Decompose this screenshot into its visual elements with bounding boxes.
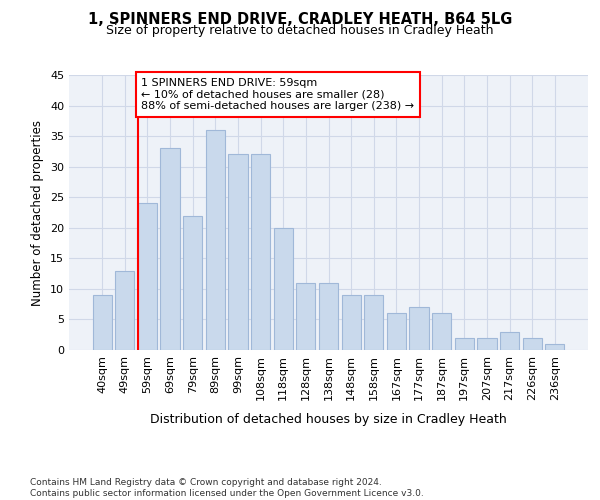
Bar bbox=[477, 338, 497, 350]
Bar bbox=[545, 344, 565, 350]
Bar bbox=[92, 295, 112, 350]
Bar bbox=[274, 228, 293, 350]
Text: 1, SPINNERS END DRIVE, CRADLEY HEATH, B64 5LG: 1, SPINNERS END DRIVE, CRADLEY HEATH, B6… bbox=[88, 12, 512, 28]
Text: Contains HM Land Registry data © Crown copyright and database right 2024.
Contai: Contains HM Land Registry data © Crown c… bbox=[30, 478, 424, 498]
Bar bbox=[251, 154, 270, 350]
Bar bbox=[296, 283, 316, 350]
Bar bbox=[341, 295, 361, 350]
Bar bbox=[319, 283, 338, 350]
Bar bbox=[432, 314, 451, 350]
Bar bbox=[523, 338, 542, 350]
Y-axis label: Number of detached properties: Number of detached properties bbox=[31, 120, 44, 306]
Bar bbox=[364, 295, 383, 350]
Bar bbox=[160, 148, 180, 350]
Text: Distribution of detached houses by size in Cradley Heath: Distribution of detached houses by size … bbox=[151, 412, 507, 426]
Bar bbox=[387, 314, 406, 350]
Bar bbox=[409, 307, 428, 350]
Bar bbox=[183, 216, 202, 350]
Text: Size of property relative to detached houses in Cradley Heath: Size of property relative to detached ho… bbox=[106, 24, 494, 37]
Bar bbox=[229, 154, 248, 350]
Bar bbox=[206, 130, 225, 350]
Text: 1 SPINNERS END DRIVE: 59sqm
← 10% of detached houses are smaller (28)
88% of sem: 1 SPINNERS END DRIVE: 59sqm ← 10% of det… bbox=[141, 78, 415, 112]
Bar bbox=[500, 332, 519, 350]
Bar bbox=[115, 270, 134, 350]
Bar bbox=[455, 338, 474, 350]
Bar bbox=[138, 204, 157, 350]
